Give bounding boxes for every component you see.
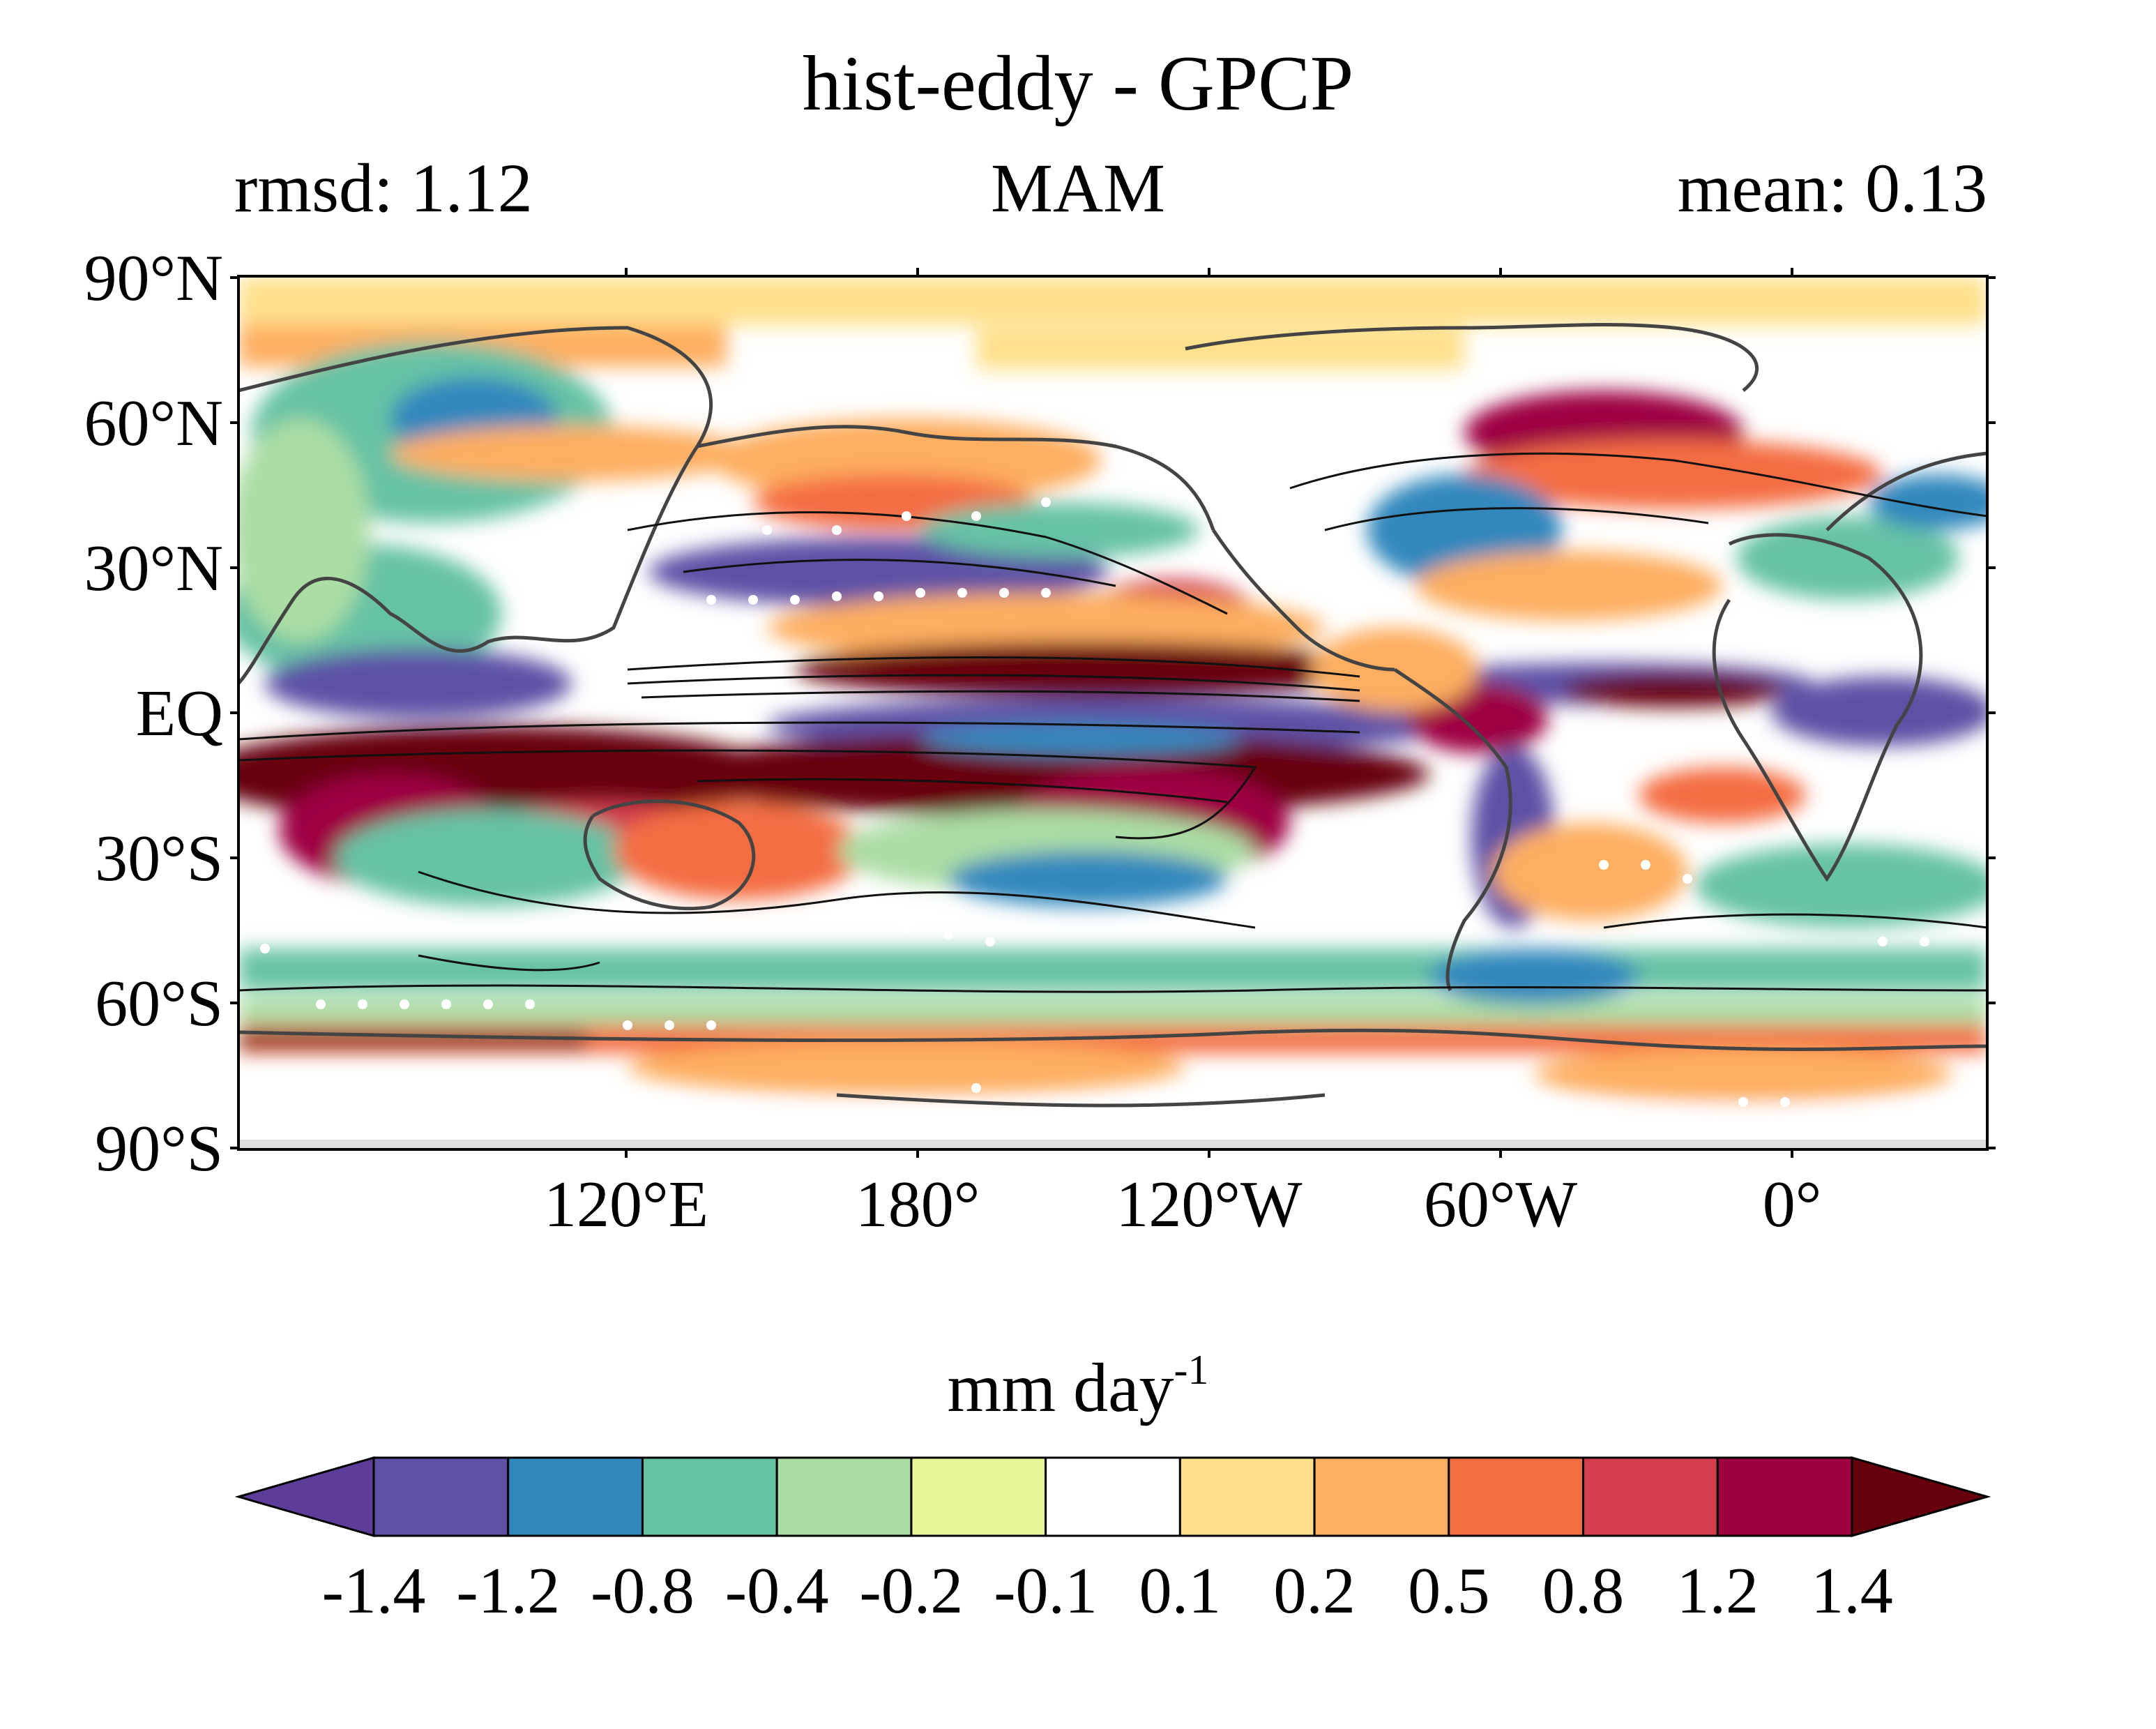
colorbar-bin: [1716, 1456, 1853, 1537]
colorbar-bin: [775, 1456, 913, 1537]
lat-label-90n: 90°N: [84, 242, 223, 315]
colorbar-tick-label: 1.2: [1676, 1555, 1759, 1627]
colorbar-extend-high: [1851, 1456, 1991, 1537]
lat-label-90s: 90°S: [95, 1112, 223, 1185]
colorbar-tick-label: -1.4: [321, 1555, 426, 1627]
units-base: mm day: [947, 1349, 1174, 1426]
colorbar-bin: [1313, 1456, 1450, 1537]
colorbar-units: mm day-1: [0, 1349, 2156, 1423]
subtitle-rmsd: rmsd: 1.12: [234, 149, 533, 227]
lat-label-60n: 60°N: [84, 387, 223, 460]
lon-label-0: 0°: [1762, 1168, 1822, 1241]
anomaly-field: [238, 276, 1987, 1149]
colorbar-extend-low: [234, 1456, 375, 1537]
colorbar-tick-label: -0.4: [724, 1555, 829, 1627]
lon-label-60w: 60°W: [1423, 1168, 1578, 1241]
colorbar-tick-label: 0.1: [1139, 1555, 1222, 1627]
colorbar-tick-label: 1.4: [1811, 1555, 1893, 1627]
colorbar-tick-label: 0.2: [1273, 1555, 1356, 1627]
colorbar-bin: [1448, 1456, 1585, 1537]
colorbar-bin: [507, 1456, 644, 1537]
colorbar-bin: [1045, 1456, 1181, 1537]
lat-tick-marks: [230, 276, 1996, 1149]
colorbar-tick-label: -0.8: [591, 1555, 694, 1627]
subtitle-season: MAM: [990, 149, 1166, 227]
colorbar: [234, 1456, 1991, 1537]
units-exponent: -1: [1174, 1347, 1209, 1393]
map-title: hist-eddy - GPCP: [802, 40, 1354, 127]
significance-stippling: [260, 497, 1929, 1107]
colorbar-bin: [1178, 1456, 1316, 1537]
colorbar-tick-label: 0.8: [1542, 1555, 1625, 1627]
lon-label-120e: 120°E: [543, 1168, 708, 1241]
coastlines: [238, 323, 1987, 1108]
lat-label-30s: 30°S: [95, 822, 223, 895]
lat-label-60s: 60°S: [95, 967, 223, 1040]
colorbar-tick-label: 0.5: [1408, 1555, 1490, 1627]
colorbar-bin: [372, 1456, 510, 1537]
lon-tick-marks: [625, 268, 1793, 1158]
lon-label-180: 180°: [855, 1168, 980, 1241]
colorbar-tick-label: -0.1: [994, 1555, 1098, 1627]
colorbar-bin: [1582, 1456, 1719, 1537]
lon-label-120w: 120°W: [1116, 1168, 1303, 1241]
colorbar-bin: [641, 1456, 778, 1537]
subtitle-mean: mean: 0.13: [1677, 149, 1987, 227]
contour-lines: [238, 452, 1987, 993]
colorbar-tick-label: -0.2: [859, 1555, 964, 1627]
lat-label-30n: 30°N: [84, 532, 223, 605]
colorbar-tick-label: -1.2: [456, 1555, 561, 1627]
lat-label-eq: EQ: [135, 677, 223, 750]
colorbar-bin: [910, 1456, 1047, 1537]
